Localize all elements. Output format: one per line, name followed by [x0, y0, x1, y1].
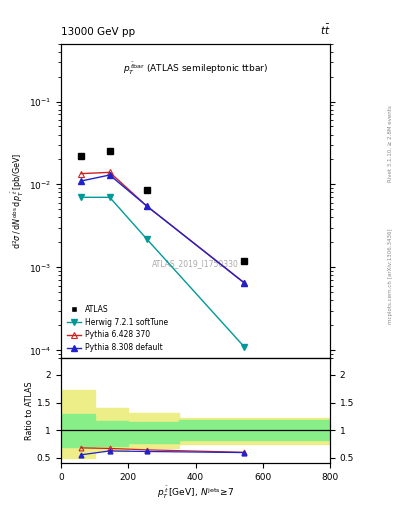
Text: Rivet 3.1.10, ≥ 2.8M events: Rivet 3.1.10, ≥ 2.8M events	[387, 105, 393, 182]
Text: $t\bar{t}$: $t\bar{t}$	[320, 23, 330, 37]
Text: mcplots.cern.ch [arXiv:1306.3436]: mcplots.cern.ch [arXiv:1306.3436]	[387, 229, 393, 324]
Text: $p_T^{\,\bar{t}\mathrm{bar}}$ (ATLAS semileptonic ttbar): $p_T^{\,\bar{t}\mathrm{bar}}$ (ATLAS sem…	[123, 61, 268, 77]
Y-axis label: $\mathrm{d}^2\sigma\,/\,\mathrm{d}N^\mathrm{obs}\,\mathrm{d}\,p_T^{\,\bar{t}}\,\: $\mathrm{d}^2\sigma\,/\,\mathrm{d}N^\mat…	[10, 153, 26, 249]
Legend: ATLAS, Herwig 7.2.1 softTune, Pythia 6.428 370, Pythia 8.308 default: ATLAS, Herwig 7.2.1 softTune, Pythia 6.4…	[65, 303, 170, 355]
X-axis label: $p^{\,\bar{t}}_T\,\mathrm{[GeV]},\,N^\mathrm{jets}\!\geq\!7$: $p^{\,\bar{t}}_T\,\mathrm{[GeV]},\,N^\ma…	[157, 485, 234, 501]
Text: 13000 GeV pp: 13000 GeV pp	[61, 27, 135, 37]
Y-axis label: Ratio to ATLAS: Ratio to ATLAS	[25, 381, 34, 440]
Text: ATLAS_2019_I1750330: ATLAS_2019_I1750330	[152, 260, 239, 268]
